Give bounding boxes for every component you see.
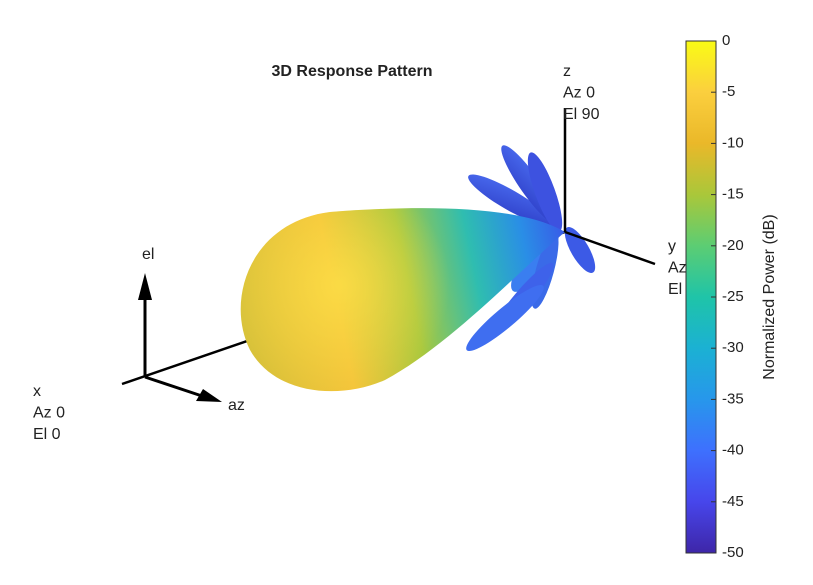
x-axis-label: El 0 <box>33 426 61 443</box>
x-axis-label: x <box>33 383 41 400</box>
el-arrowhead <box>138 273 152 300</box>
az-arrowhead <box>196 389 222 402</box>
colorbar: 0 -5 -10 -15 -20 -25 -30 -35 -40 -45 -50 <box>685 32 744 561</box>
colorbar-tick-label: -25 <box>722 288 744 305</box>
z-axis-label: z <box>563 63 571 80</box>
z-axis-label: Az 0 <box>563 85 595 102</box>
az-label: az <box>228 397 245 414</box>
colorbar-tick-label: -20 <box>722 237 744 254</box>
colorbar-tick-label: -50 <box>722 544 744 561</box>
el-label: el <box>142 246 154 263</box>
y-axis-line <box>564 230 656 266</box>
colorbar-tick-label: 0 <box>722 32 730 49</box>
chart-title: 3D Response Pattern <box>272 63 433 80</box>
main-lobe-highlight <box>240 208 565 392</box>
colorbar-tick-label: -15 <box>722 186 744 203</box>
az-arrow <box>144 375 209 400</box>
colorbar-tick-label: -5 <box>722 83 735 100</box>
colorbar-label: Normalized Power (dB) <box>761 214 778 379</box>
colorbar-tick-label: -30 <box>722 339 744 356</box>
colorbar-tick-label: -10 <box>722 134 744 151</box>
x-axis-label: Az 0 <box>33 405 65 422</box>
colorbar-tick-label: -40 <box>722 442 744 459</box>
y-axis-label: y <box>668 238 676 255</box>
colorbar-tick-label: -45 <box>722 493 744 510</box>
z-axis-label: El 90 <box>563 106 600 123</box>
colorbar-tick-label: -35 <box>722 390 744 407</box>
